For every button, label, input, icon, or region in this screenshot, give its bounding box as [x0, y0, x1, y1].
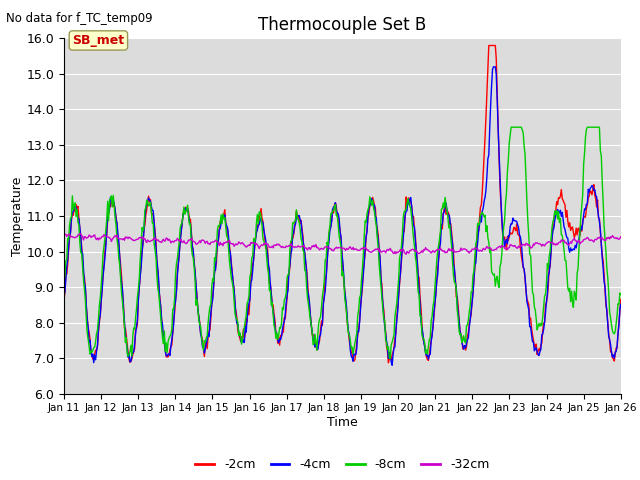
-8cm [312, 339, 320, 345]
X-axis label: Time: Time [327, 416, 358, 429]
-2cm [159, 329, 166, 335]
Line: -2cm: -2cm [64, 46, 621, 363]
Text: SB_met: SB_met [72, 34, 124, 47]
-2cm [389, 349, 397, 355]
Y-axis label: Temperature: Temperature [11, 176, 24, 256]
-8cm [480, 214, 488, 220]
Line: -4cm: -4cm [64, 67, 621, 365]
-4cm [388, 362, 396, 368]
-32cm [481, 247, 489, 252]
-4cm [389, 352, 397, 358]
-4cm [159, 322, 166, 327]
-4cm [60, 293, 68, 299]
-4cm [490, 64, 497, 70]
-2cm [480, 154, 488, 159]
-2cm [60, 300, 68, 305]
-4cm [433, 277, 440, 283]
Legend: -2cm, -4cm, -8cm, -32cm: -2cm, -4cm, -8cm, -32cm [191, 453, 494, 476]
-2cm [617, 297, 625, 302]
-4cm [312, 342, 320, 348]
-32cm [402, 252, 410, 257]
-2cm [385, 360, 392, 366]
Text: No data for f_TC_temp09: No data for f_TC_temp09 [6, 12, 153, 25]
-4cm [204, 337, 211, 343]
-32cm [389, 250, 397, 256]
Title: Thermocouple Set B: Thermocouple Set B [259, 16, 426, 34]
-4cm [617, 301, 625, 307]
-4cm [480, 198, 488, 204]
Line: -8cm: -8cm [64, 127, 621, 359]
-8cm [60, 278, 68, 284]
-8cm [508, 124, 515, 130]
-32cm [60, 232, 68, 238]
Line: -32cm: -32cm [64, 233, 621, 254]
-32cm [617, 234, 625, 240]
-32cm [204, 241, 212, 247]
-8cm [389, 336, 397, 341]
-8cm [204, 333, 211, 339]
-2cm [312, 340, 320, 346]
-32cm [434, 246, 442, 252]
-8cm [387, 356, 394, 361]
-8cm [159, 336, 166, 341]
-8cm [433, 258, 440, 264]
-2cm [485, 43, 493, 48]
-32cm [313, 245, 321, 251]
-2cm [204, 346, 211, 352]
-32cm [159, 236, 167, 242]
-32cm [76, 230, 84, 236]
-8cm [617, 291, 625, 297]
-2cm [433, 278, 440, 284]
